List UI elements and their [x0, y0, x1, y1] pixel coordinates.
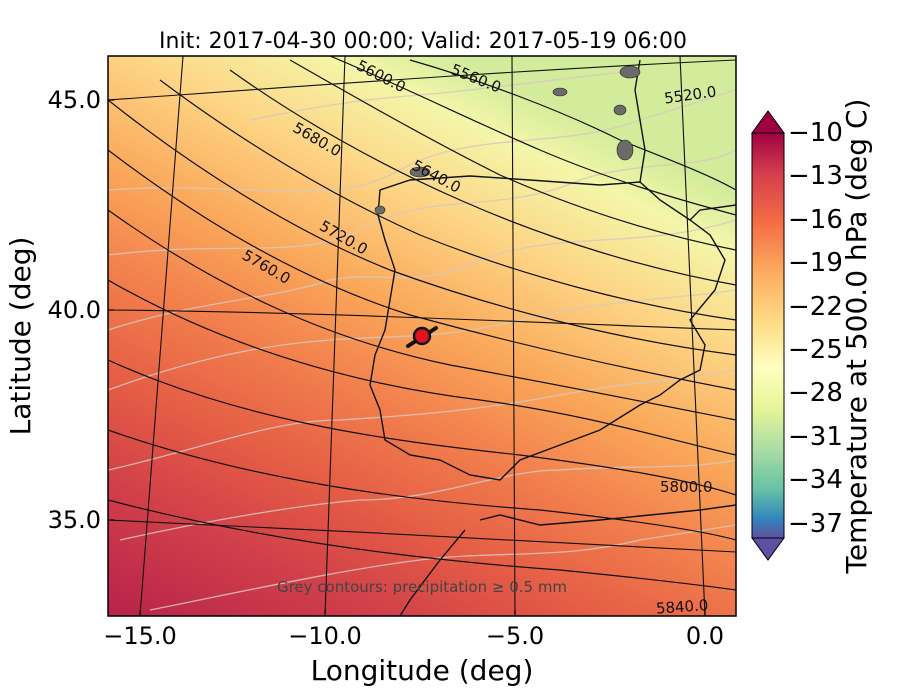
colorbar-tick-label: −16	[788, 205, 843, 235]
y-tick-label: 45.0	[48, 86, 101, 114]
precipitation-note: Grey contours: precipitation ≥ 0.5 mm	[277, 578, 567, 596]
colorbar-tick-label: −31	[788, 422, 843, 452]
precipitation-areas	[374, 65, 641, 215]
x-tick-label: −10.0	[288, 622, 362, 650]
height-contours	[108, 56, 736, 591]
colorbar-tick-label: −10	[788, 118, 843, 148]
x-axis-label: Longitude (deg)	[311, 654, 534, 687]
contour-label-5800: 5800.0	[660, 478, 713, 496]
colorbar-extend-bottom	[751, 537, 785, 561]
location-marker	[406, 326, 438, 348]
coastline	[369, 175, 726, 481]
contour-label-5840: 5840.0	[655, 596, 709, 618]
y-tick-label: 35.0	[48, 506, 101, 534]
colorbar-label: Temperature at 500.0 hPa (deg C)	[840, 99, 873, 575]
colorbar: −10 −13 −16 −19 −22 −25 −28 −31 −34 −37 …	[751, 99, 873, 575]
colorbar-tick-label: −25	[788, 335, 843, 365]
colorbar-body	[751, 132, 785, 539]
y-tick-label: 40.0	[48, 296, 101, 324]
precipitation-contours	[108, 69, 736, 611]
x-tick-label: 0.0	[686, 622, 724, 650]
coastline-france	[634, 59, 736, 221]
colorbar-extend-top	[751, 110, 785, 134]
x-tick-label: −5.0	[486, 622, 544, 650]
colorbar-tick-label: −13	[788, 161, 843, 191]
colorbar-ticks: −10 −13 −16 −19 −22 −25 −28 −31 −34 −37	[788, 118, 843, 539]
coastline-africa	[399, 504, 736, 616]
graticule	[108, 56, 736, 616]
colorbar-tick-label: −22	[788, 292, 843, 322]
chart-title: Init: 2017-04-30 00:00; Valid: 2017-05-1…	[159, 29, 687, 54]
x-tick-label: −15.0	[103, 622, 177, 650]
colorbar-tick-label: −19	[788, 248, 843, 278]
plot-area: 5520.0 5560.0 5600.0 5640.0 5680.0 5720.…	[108, 56, 736, 618]
y-axis: 45.0 40.0 35.0 Latitude (deg)	[4, 86, 114, 534]
x-axis: −15.0 −10.0 −5.0 0.0 Longitude (deg)	[103, 610, 724, 687]
colorbar-tick-label: −28	[788, 378, 843, 408]
colorbar-tick-label: −34	[788, 465, 843, 495]
colorbar-tick-label: −37	[788, 509, 843, 539]
y-axis-label: Latitude (deg)	[4, 237, 37, 436]
plot-frame	[107, 55, 737, 617]
